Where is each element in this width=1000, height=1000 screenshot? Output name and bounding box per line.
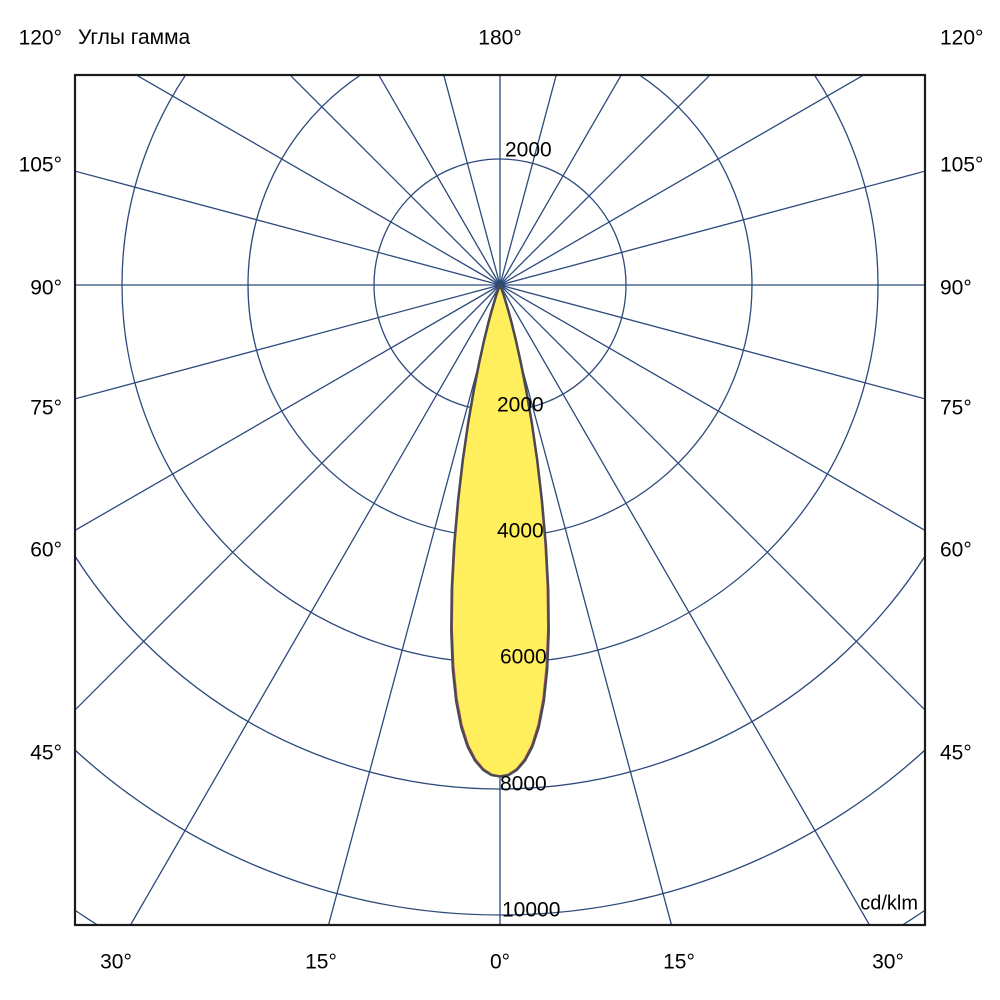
unit-label: cd/klm <box>860 892 918 915</box>
ring-label-4000: 4000 <box>497 519 544 543</box>
axis-label-bottom-3: 15° <box>663 950 695 974</box>
axis-label-right-1: 105° <box>940 153 984 177</box>
axis-label-right-2: 90° <box>940 276 972 300</box>
ring-label-2000-upper: 2000 <box>505 138 552 162</box>
axis-label-left-5: 45° <box>30 741 62 765</box>
axis-label-left-0: 120° <box>18 26 62 50</box>
axis-label-top-180: 180° <box>478 26 522 50</box>
axis-label-bottom-0: 30° <box>100 950 132 974</box>
axis-label-left-3: 75° <box>30 396 62 420</box>
axis-label-right-5: 45° <box>940 741 972 765</box>
axis-label-left-2: 90° <box>30 276 62 300</box>
axis-label-right-4: 60° <box>940 538 972 562</box>
ring-label-8000: 8000 <box>500 772 547 796</box>
axis-label-left-4: 60° <box>30 538 62 562</box>
plot-frame <box>73 73 927 927</box>
axis-label-right-0: 120° <box>940 26 984 50</box>
axis-label-left-1: 105° <box>18 153 62 177</box>
intensity-curves <box>450 283 550 778</box>
page-title: Углы гамма <box>78 26 191 49</box>
axis-label-bottom-4: 30° <box>872 950 904 974</box>
axis-label-right-3: 75° <box>940 396 972 420</box>
ring-label-2000-lower: 2000 <box>497 393 544 417</box>
axis-label-bottom-1: 15° <box>305 950 337 974</box>
ring-label-6000: 6000 <box>500 645 547 669</box>
ring-label-10000: 10000 <box>502 898 561 922</box>
axis-label-bottom-2: 0° <box>489 950 511 974</box>
